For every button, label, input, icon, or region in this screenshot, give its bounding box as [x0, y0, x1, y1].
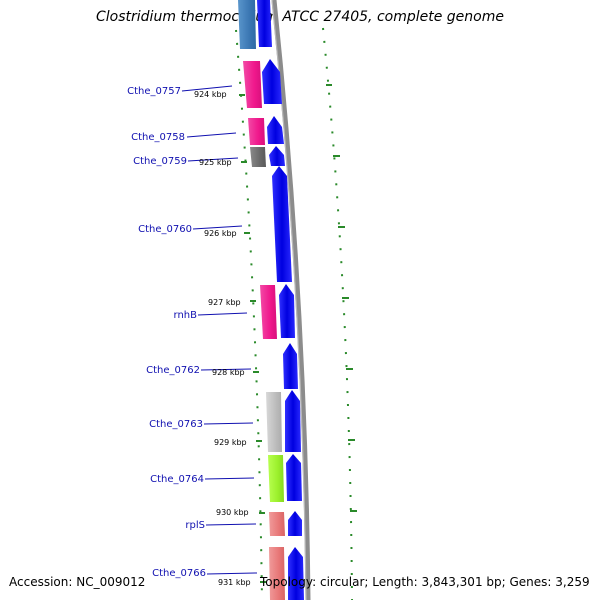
feature-block-magenta[interactable] [260, 285, 277, 339]
topology-label: Topology: circular; Length: 3,843,301 bp… [260, 575, 590, 589]
kbp-label-925: 925 kbp [199, 158, 232, 167]
cds-arrow[interactable] [283, 343, 298, 389]
forward-cds-track [257, 0, 304, 600]
cds-arrow[interactable] [267, 116, 284, 144]
feature-block-gray[interactable] [250, 147, 266, 167]
feature-block-lightgray[interactable] [266, 392, 282, 452]
feature-track [238, 0, 285, 600]
cds-arrow[interactable] [286, 454, 302, 501]
feature-block-magenta[interactable] [243, 61, 262, 108]
kbp-label-929: 929 kbp [214, 438, 247, 447]
cds-arrow[interactable] [279, 284, 295, 338]
feature-block-steelblue[interactable] [238, 0, 256, 49]
cds-arrow[interactable] [262, 59, 282, 104]
gene-label-cthe-0758[interactable]: Cthe_0758 [131, 132, 185, 143]
gene-label-cthe-0764[interactable]: Cthe_0764 [150, 474, 204, 485]
feature-block-pink[interactable] [269, 547, 285, 600]
outer-major-ticks [326, 84, 357, 512]
cds-arrow[interactable] [272, 166, 292, 282]
gene-label-cthe-0763[interactable]: Cthe_0763 [149, 419, 203, 430]
outer-dotted-track [322, 27, 353, 600]
cds-arrow[interactable] [285, 390, 301, 452]
feature-block-magenta[interactable] [248, 118, 265, 145]
kbp-label-924: 924 kbp [194, 90, 227, 99]
feature-block-green[interactable] [268, 455, 284, 502]
cds-arrow[interactable] [257, 0, 272, 47]
cds-arrow[interactable] [269, 146, 285, 166]
gene-label-cthe-0762[interactable]: Cthe_0762 [146, 365, 200, 376]
inner-major-ticks [239, 94, 266, 583]
cds-arrow[interactable] [288, 547, 304, 600]
kbp-label-930: 930 kbp [216, 508, 249, 517]
gene-label-cthe-0759[interactable]: Cthe_0759 [133, 156, 187, 167]
gene-label-rpls[interactable]: rplS [185, 520, 205, 531]
accession-label: Accession: NC_009012 [9, 575, 146, 589]
kbp-label-928: 928 kbp [212, 368, 245, 377]
genome-backbone [271, 0, 311, 600]
gene-label-cthe-0757[interactable]: Cthe_0757 [127, 86, 181, 97]
kbp-label-926: 926 kbp [204, 229, 237, 238]
map-title: Clostridium thermocellum ATCC 27405, com… [96, 9, 504, 25]
kbp-label-931: 931 kbp [218, 578, 251, 587]
gene-label-rnhb[interactable]: rnhB [174, 310, 198, 321]
cds-arrow[interactable] [288, 511, 302, 536]
label-leaders [181, 85, 258, 575]
feature-block-pink[interactable] [269, 512, 285, 536]
gene-label-cthe-0760[interactable]: Cthe_0760 [138, 224, 192, 235]
gene-label-cthe-0766[interactable]: Cthe_0766 [152, 568, 206, 579]
kbp-label-927: 927 kbp [208, 298, 241, 307]
